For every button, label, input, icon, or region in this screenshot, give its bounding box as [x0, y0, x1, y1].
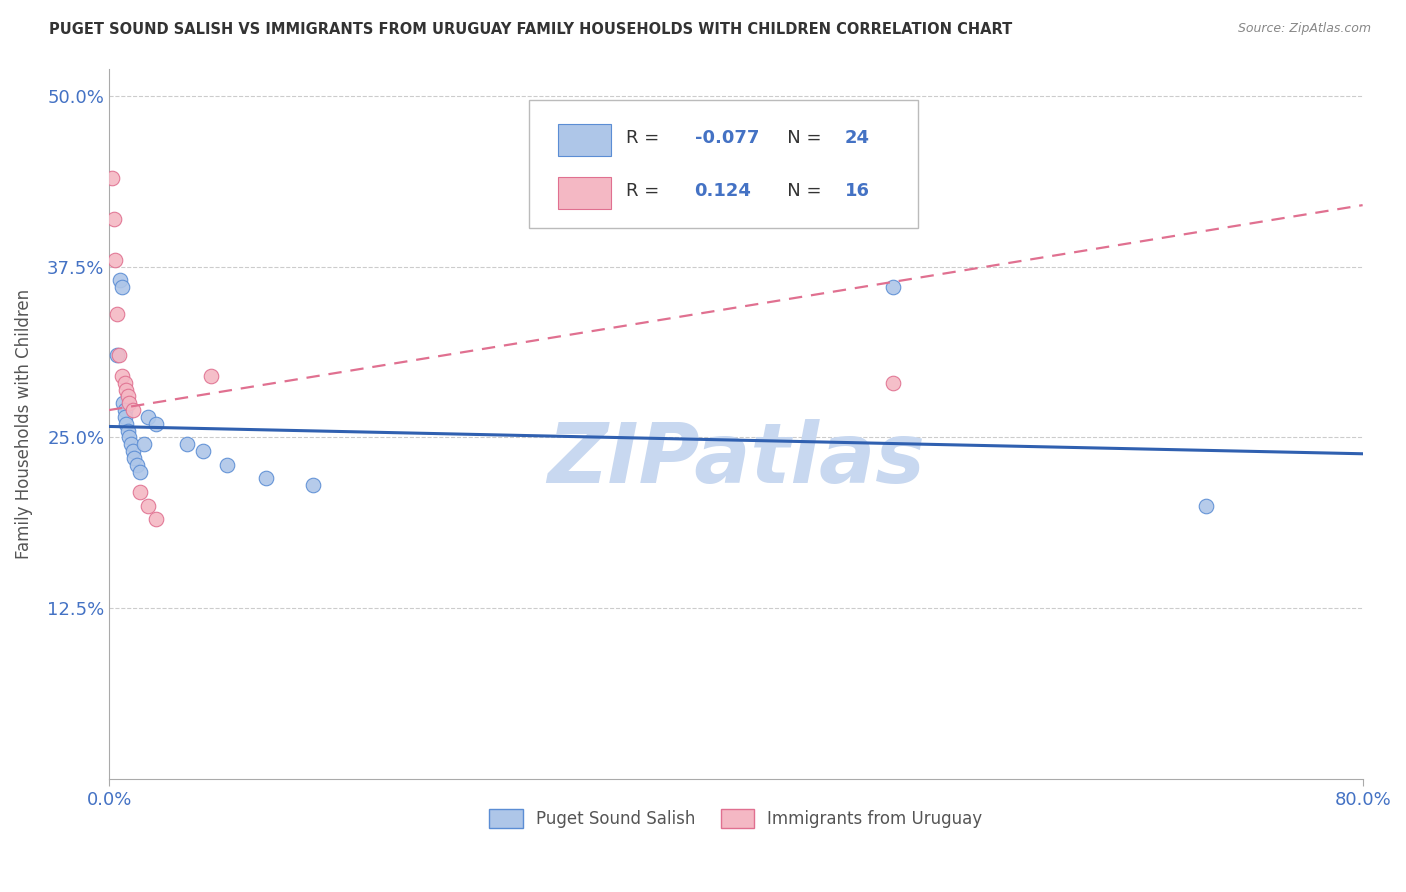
Point — [145, 512, 167, 526]
Point — [118, 430, 141, 444]
Point — [882, 376, 904, 390]
Point — [115, 383, 138, 397]
Text: 24: 24 — [845, 129, 870, 147]
Bar — [558, 124, 610, 156]
Point — [215, 458, 238, 472]
Point — [104, 252, 127, 267]
Point — [122, 450, 145, 465]
Point — [108, 273, 131, 287]
Y-axis label: Family Households with Children: Family Households with Children — [15, 289, 32, 558]
Bar — [558, 178, 610, 210]
Point — [105, 348, 128, 362]
Point — [114, 403, 136, 417]
Point — [1195, 499, 1218, 513]
Text: Source: ZipAtlas.com: Source: ZipAtlas.com — [1237, 22, 1371, 36]
Point — [117, 389, 139, 403]
Text: -0.077: -0.077 — [695, 129, 759, 147]
FancyBboxPatch shape — [529, 101, 918, 228]
Point — [111, 280, 134, 294]
Text: ZIPatlas: ZIPatlas — [547, 418, 925, 500]
Point — [107, 348, 129, 362]
Legend: Puget Sound Salish, Immigrants from Uruguay: Puget Sound Salish, Immigrants from Urug… — [482, 802, 988, 835]
Text: 0.124: 0.124 — [695, 183, 751, 201]
Point — [105, 307, 128, 321]
Text: 16: 16 — [845, 183, 870, 201]
Point — [120, 437, 142, 451]
Point — [132, 437, 155, 451]
Text: N =: N = — [769, 129, 827, 147]
Point — [127, 458, 149, 472]
Point — [191, 444, 214, 458]
Point — [136, 499, 159, 513]
Point — [103, 211, 125, 226]
Point — [254, 471, 277, 485]
Point — [101, 170, 124, 185]
Point — [129, 485, 152, 500]
Text: PUGET SOUND SALISH VS IMMIGRANTS FROM URUGUAY FAMILY HOUSEHOLDS WITH CHILDREN CO: PUGET SOUND SALISH VS IMMIGRANTS FROM UR… — [49, 22, 1012, 37]
Point — [121, 444, 143, 458]
Point — [114, 376, 136, 390]
Point — [176, 437, 198, 451]
Point — [118, 396, 141, 410]
Point — [115, 417, 138, 431]
Point — [114, 409, 136, 424]
Point — [111, 368, 134, 383]
Point — [112, 396, 135, 410]
Point — [117, 424, 139, 438]
Point — [882, 280, 904, 294]
Text: R =: R = — [626, 183, 671, 201]
Point — [200, 368, 222, 383]
Point — [121, 403, 143, 417]
Point — [136, 409, 159, 424]
Text: R =: R = — [626, 129, 665, 147]
Point — [145, 417, 167, 431]
Point — [301, 478, 323, 492]
Point — [129, 465, 152, 479]
Text: N =: N = — [769, 183, 827, 201]
